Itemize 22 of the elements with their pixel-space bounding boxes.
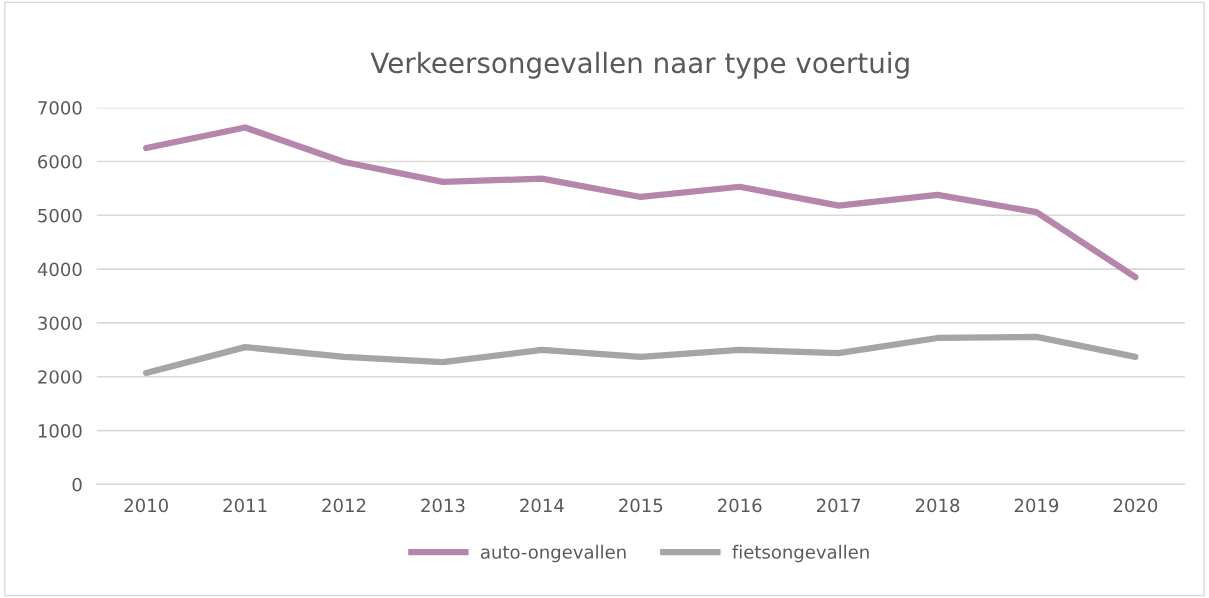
legend-label: fietsongevallen: [732, 544, 869, 563]
chart-title: Verkeersongevallen naar type voertuig: [370, 51, 909, 79]
y-tick-label: 7000: [38, 101, 82, 115]
y-tick-label: 4000: [37, 262, 82, 277]
x-tick-label: 2017: [816, 498, 861, 513]
x-tick-label: 2010: [124, 498, 168, 513]
legend-label: auto-ongevallen: [481, 544, 626, 563]
y-tick-label: 6000: [38, 154, 82, 169]
x-tick-label: 2018: [915, 498, 960, 513]
y-tick-label: 2000: [38, 370, 82, 384]
x-tick-label: 2013: [421, 498, 465, 513]
x-tick-label: 2020: [1113, 498, 1158, 513]
y-tick-label: 0: [72, 477, 82, 492]
x-tick-label: 2016: [718, 498, 762, 513]
y-tick-label: 3000: [38, 316, 82, 331]
x-tick-label: 2011: [223, 498, 267, 513]
x-tick-label: 2014: [520, 498, 564, 513]
y-tick-label: 1000: [38, 424, 82, 438]
x-tick-label: 2015: [619, 498, 663, 513]
x-tick-label: 2012: [322, 498, 366, 513]
x-tick-label: 2019: [1014, 498, 1059, 513]
y-tick-label: 5000: [38, 208, 82, 223]
